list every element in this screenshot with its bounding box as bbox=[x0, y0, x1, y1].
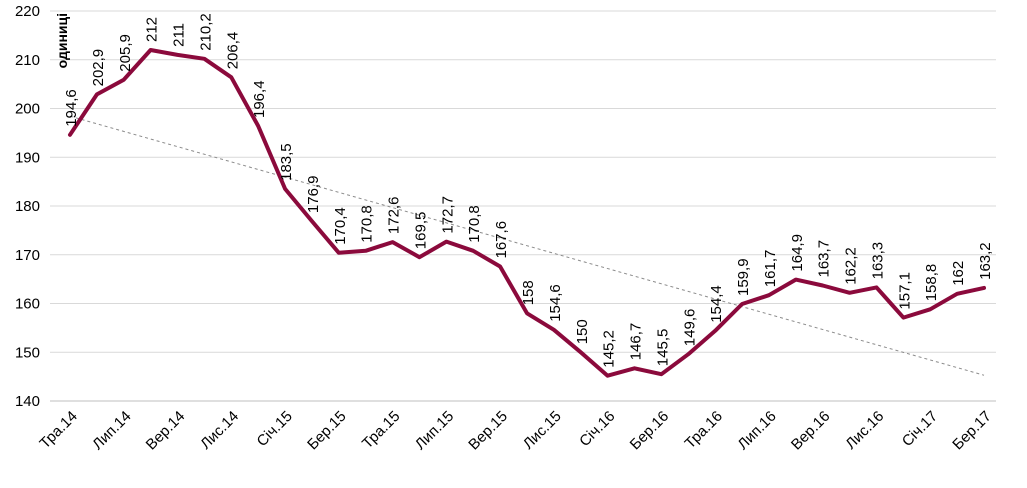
data-label: 159,9 bbox=[735, 258, 752, 296]
y-tick-label: 190 bbox=[15, 149, 40, 166]
data-label: 154,4 bbox=[708, 285, 725, 323]
data-label: 211 bbox=[171, 23, 188, 47]
data-label: 158 bbox=[520, 280, 537, 305]
y-tick-label: 210 bbox=[15, 52, 40, 69]
x-tick-label: Вер.15 bbox=[465, 408, 511, 454]
data-label: 172,7 bbox=[439, 196, 456, 234]
data-label: 172,6 bbox=[386, 197, 403, 235]
data-label: 163,2 bbox=[977, 242, 994, 280]
data-label: 163,7 bbox=[816, 240, 833, 278]
data-label: 170,8 bbox=[359, 205, 376, 243]
data-label: 205,9 bbox=[117, 34, 134, 72]
data-label: 202,9 bbox=[90, 49, 107, 87]
y-tick-label: 170 bbox=[15, 247, 40, 264]
x-tick-label: Лис.16 bbox=[842, 408, 887, 453]
y-tick-label: 140 bbox=[15, 393, 40, 410]
series-layer bbox=[68, 48, 986, 378]
data-label: 158,8 bbox=[923, 264, 940, 302]
y-axis-label: одиниці bbox=[54, 13, 70, 68]
data-label: 196,4 bbox=[251, 80, 268, 118]
y-tick-label: 180 bbox=[15, 198, 40, 215]
data-label: 194,6 bbox=[63, 89, 80, 127]
x-tick-label: Лис.14 bbox=[197, 408, 242, 453]
data-label: 167,6 bbox=[493, 221, 510, 259]
x-tick-label: Січ.16 bbox=[576, 408, 618, 450]
data-label: 169,5 bbox=[413, 212, 430, 250]
x-tick-label: Тра.16 bbox=[682, 408, 726, 452]
y-axis: 140 150 160 170 180 190 200 210 220 bbox=[15, 3, 40, 410]
data-label: 161,7 bbox=[762, 250, 779, 288]
x-tick-label: Бер.16 bbox=[627, 408, 673, 454]
x-axis: Тра.14 Лип.14 Вер.14 Лис.14 Січ.15 Бер.15 Тра.… bbox=[36, 400, 996, 454]
data-label: 154,6 bbox=[547, 284, 564, 322]
data-label: 145,2 bbox=[601, 330, 618, 368]
data-label: 206,4 bbox=[224, 32, 241, 70]
data-label: 183,5 bbox=[278, 143, 295, 181]
data-label: 212 bbox=[144, 17, 161, 42]
data-label: 164,9 bbox=[789, 234, 806, 272]
data-label: 163,3 bbox=[870, 242, 887, 280]
data-labels: 194,6 202,9 205,9 212 211 210,2 206,4 196,4 183,… bbox=[63, 13, 994, 367]
series-line bbox=[68, 48, 986, 378]
x-tick-label: Бер.17 bbox=[949, 408, 995, 454]
data-label: 162,2 bbox=[843, 247, 860, 285]
data-label: 150 bbox=[574, 319, 591, 344]
x-tick-label: Лип.15 bbox=[412, 408, 457, 453]
x-tick-label: Тра.15 bbox=[359, 408, 403, 452]
x-tick-label: Січ.15 bbox=[254, 408, 296, 450]
x-tick-label: Бер.15 bbox=[304, 408, 350, 454]
x-tick-label: Лис.15 bbox=[520, 408, 565, 453]
y-tick-label: 220 bbox=[15, 3, 40, 20]
data-label: 210,2 bbox=[197, 13, 214, 51]
x-tick-label: Лип.16 bbox=[734, 408, 779, 453]
x-tick-label: Січ.17 bbox=[899, 408, 941, 450]
x-tick-label: Тра.14 bbox=[36, 408, 80, 452]
x-tick-label: Вер.14 bbox=[143, 408, 189, 454]
x-tick-label: Лип.14 bbox=[89, 408, 134, 453]
trendline bbox=[69, 115, 985, 376]
data-label: 146,7 bbox=[628, 323, 645, 361]
data-label: 145,5 bbox=[654, 329, 671, 367]
data-label: 162 bbox=[950, 261, 967, 286]
data-label: 149,6 bbox=[681, 309, 698, 347]
data-label: 170,8 bbox=[466, 205, 483, 243]
x-tick-label: Вер.16 bbox=[788, 408, 834, 454]
data-label: 157,1 bbox=[896, 272, 913, 310]
y-tick-label: 160 bbox=[15, 296, 40, 313]
data-label: 176,9 bbox=[305, 176, 322, 214]
y-tick-label: 200 bbox=[15, 101, 40, 118]
data-label: 170,4 bbox=[332, 207, 349, 245]
trendline-layer bbox=[69, 115, 985, 376]
y-tick-label: 150 bbox=[15, 344, 40, 361]
